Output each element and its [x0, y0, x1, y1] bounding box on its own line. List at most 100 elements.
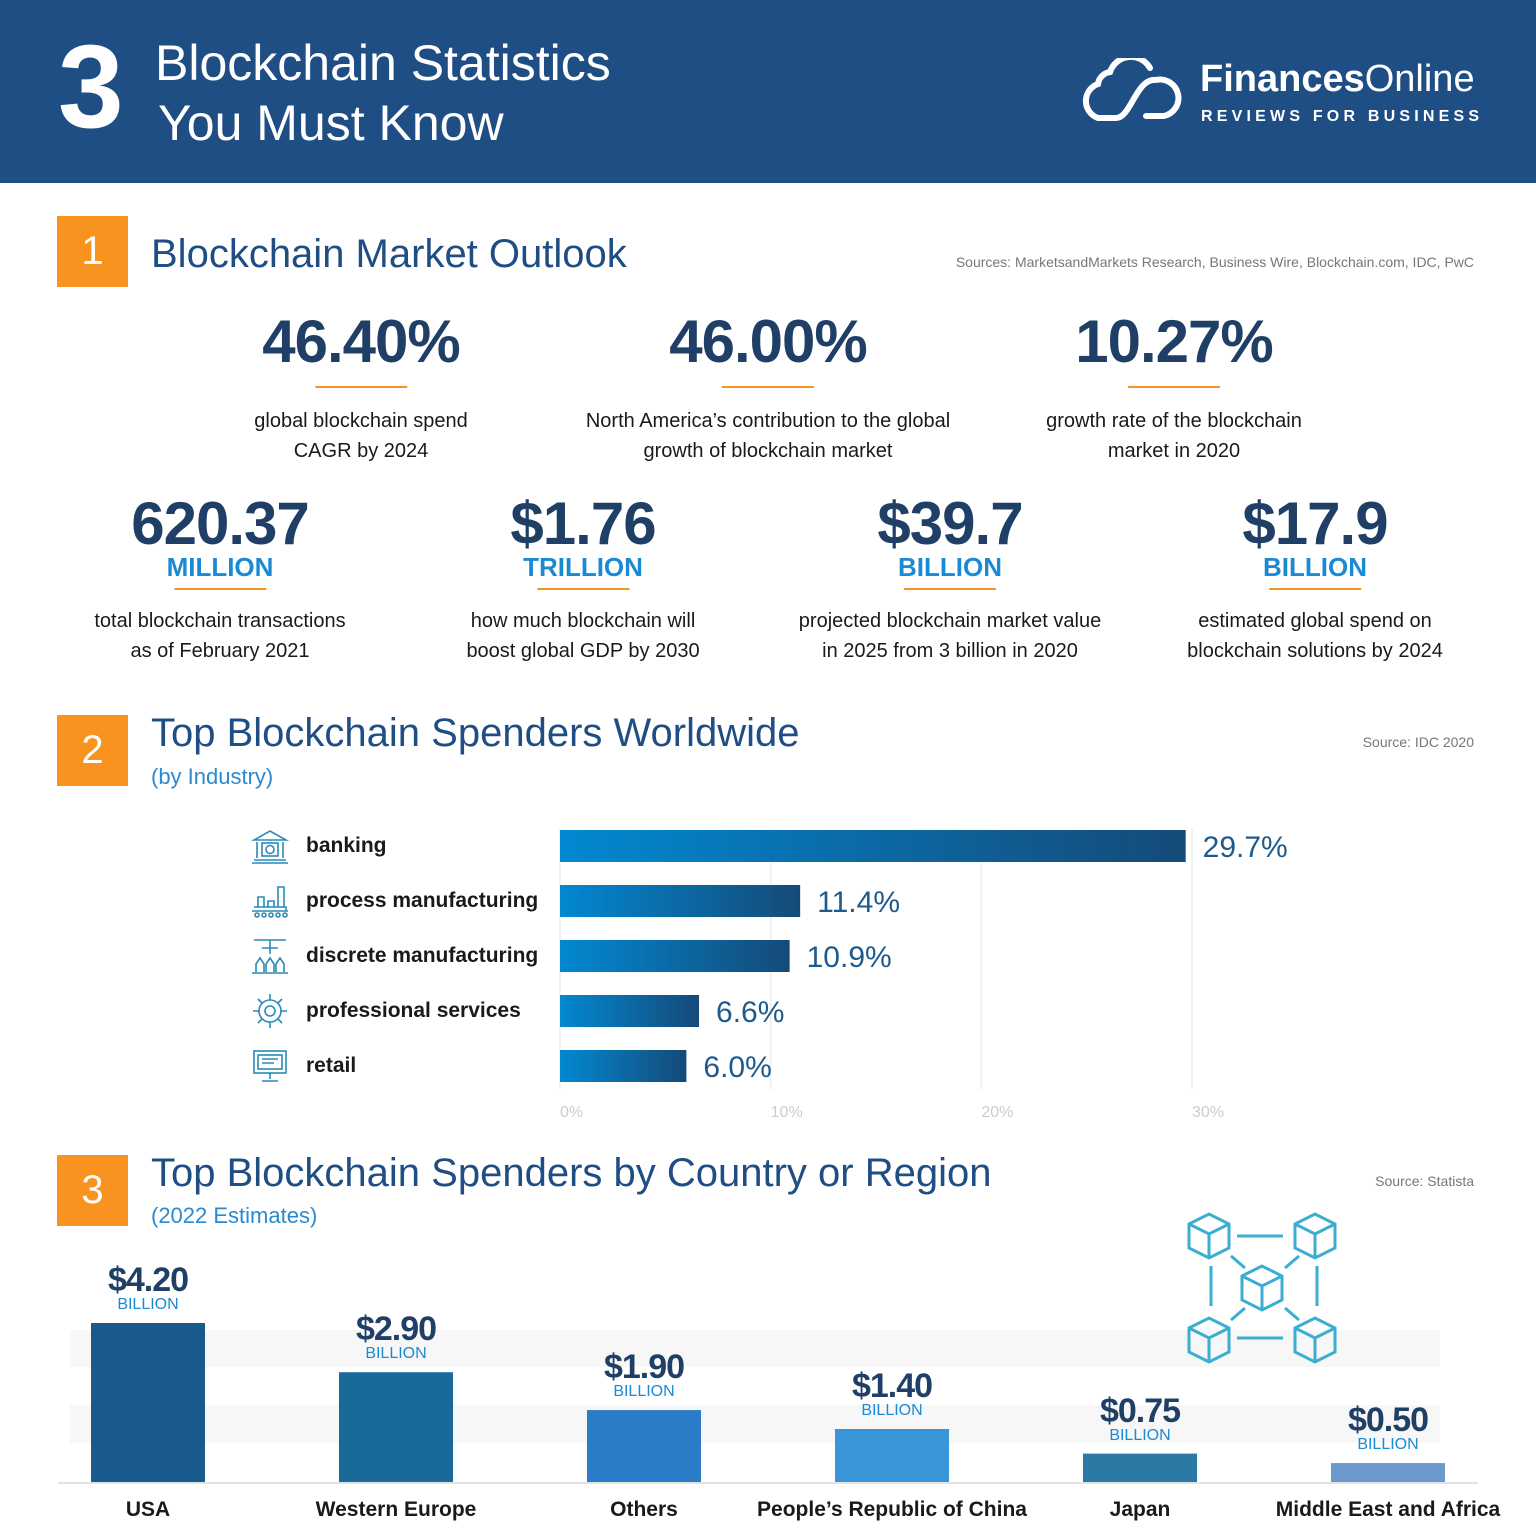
stat-card: 10.27% growth rate of the blockchain mar…	[1046, 312, 1302, 466]
category-label: People’s Republic of China	[757, 1498, 1027, 1521]
stat-value: 620.37	[131, 490, 310, 557]
robotic-arm-icon	[252, 939, 288, 974]
unit-label: BILLION	[861, 1402, 923, 1419]
category-label: USA	[125, 1498, 171, 1521]
category-label: discrete manufacturing	[306, 944, 539, 967]
stat-unit: TRILLION	[523, 552, 643, 582]
data-label: 29.7%	[1203, 831, 1288, 864]
stat-divider	[537, 588, 629, 590]
bar-process-manufacturing	[560, 885, 801, 917]
data-label: 10.9%	[807, 941, 892, 974]
stat-divider	[722, 386, 814, 388]
category-label: professional services	[306, 999, 521, 1022]
stat-card: 620.37 MILLION total blockchain transacti…	[94, 494, 345, 666]
stat-description: projected blockchain market value	[798, 610, 1102, 632]
stat-description: blockchain solutions by 2024	[1187, 640, 1443, 662]
industry-label: retail	[250, 1046, 356, 1086]
category-label: Western Europe	[315, 1498, 477, 1521]
value-label: $0.50	[1347, 1401, 1429, 1440]
section3-subtitle: (2022 Estimates)	[151, 1203, 318, 1228]
stat-description: total blockchain transactions	[94, 610, 346, 632]
value-label: $1.90	[603, 1348, 685, 1387]
category-label: banking	[306, 834, 387, 857]
computer-monitor-icon	[253, 1050, 287, 1082]
section3-source: Source: Statista	[1375, 1173, 1474, 1189]
category-label: retail	[306, 1054, 357, 1077]
bar-USA	[91, 1323, 205, 1482]
stat-unit: BILLION	[1262, 552, 1367, 582]
value-label: $2.90	[355, 1310, 437, 1349]
stat-description: as of February 2021	[130, 640, 310, 662]
x-tick-label: 30%	[1192, 1104, 1224, 1121]
data-label: $4.20 BILLION	[108, 1263, 189, 1313]
factory-conveyor-icon	[252, 886, 288, 918]
data-label: $2.90 BILLION	[355, 1310, 437, 1363]
bar-Japan	[1083, 1453, 1197, 1482]
header-title-line2: You Must Know	[158, 95, 504, 151]
stat-value: 10.27%	[1075, 308, 1273, 375]
data-label: $1.90 BILLION	[603, 1348, 685, 1401]
data-label: 6.6%	[716, 996, 784, 1029]
section3-badge: 3	[57, 1155, 128, 1226]
industry-label: professional services	[250, 991, 521, 1031]
value-label: $0.75	[1099, 1391, 1181, 1430]
bar-Western-Europe	[339, 1372, 453, 1482]
stat-description: North America’s contribution to the glob…	[585, 410, 951, 432]
category-label: process manufacturing	[306, 889, 539, 912]
stat-value: 46.00%	[669, 308, 868, 375]
stat-value: $1.76	[510, 490, 656, 557]
unit-label: BILLION	[613, 1383, 675, 1401]
bar-discrete-manufacturing	[560, 940, 790, 972]
blockchain-cubes-icon	[1187, 1212, 1337, 1364]
unit-label: BILLION	[365, 1345, 427, 1363]
header-number: 3	[58, 21, 124, 153]
stat-description: growth of blockchain market	[643, 440, 893, 462]
x-tick-label: 20%	[981, 1104, 1013, 1121]
bank-icon	[250, 830, 290, 864]
section1-title: Blockchain Market Outlook	[151, 232, 627, 276]
stat-description: global blockchain spend	[254, 410, 468, 432]
stat-description: boost global GDP by 2030	[466, 640, 700, 662]
stat-value: $39.7	[877, 490, 1023, 557]
section1-badge: 1	[57, 216, 128, 287]
bar-retail	[560, 1050, 687, 1082]
x-tick-label: 10%	[771, 1104, 803, 1121]
bar-Middle-East-and-Africa	[1331, 1463, 1445, 1482]
stat-card: 46.00% North America’s contribution to t…	[586, 312, 950, 466]
value-label: $1.40	[851, 1367, 933, 1405]
x-tick-label: 0%	[560, 1104, 583, 1121]
stat-description: growth rate of the blockchain	[1046, 410, 1302, 432]
brand-tagline: REVIEWS FOR BUSINESS	[1201, 108, 1484, 125]
unit-label: BILLION	[1109, 1426, 1171, 1444]
brand-name: FinancesOnline	[1200, 58, 1475, 100]
section1-source: Sources: MarketsandMarkets Research, Bus…	[955, 254, 1474, 270]
category-label: Others	[610, 1498, 678, 1521]
industry-label: process manufacturing	[250, 881, 538, 921]
stat-unit: MILLION	[166, 552, 274, 582]
section2-subtitle: (by Industry)	[151, 764, 274, 789]
stat-description: market in 2020	[1107, 440, 1241, 462]
gear-tools-icon	[253, 994, 287, 1028]
stat-description: CAGR by 2024	[293, 440, 429, 462]
data-label: $0.50 BILLION	[1347, 1401, 1429, 1454]
stat-divider	[1268, 588, 1361, 590]
stat-value: 46.40%	[262, 308, 460, 375]
category-label: Japan	[1109, 1498, 1171, 1521]
bar-banking	[560, 830, 1186, 862]
stat-description: estimated global spend on	[1198, 610, 1432, 632]
stat-divider	[903, 588, 996, 590]
data-label: $0.75 BILLION	[1099, 1391, 1181, 1444]
stat-description: how much blockchain will	[470, 610, 696, 632]
data-label: 11.4%	[817, 886, 900, 919]
stat-divider	[315, 386, 407, 388]
industry-label: discrete manufacturing	[250, 936, 538, 976]
unit-label: BILLION	[1357, 1436, 1419, 1454]
data-label: $1.40 BILLION	[851, 1367, 933, 1419]
cloud-logo-icon	[1082, 58, 1182, 121]
section2-title: Top Blockchain Spenders Worldwide	[151, 711, 800, 755]
stat-card: $39.7 BILLION projected blockchain market…	[799, 494, 1101, 666]
bar-professional-services	[560, 995, 700, 1027]
section2-source: Source: IDC 2020	[1362, 734, 1474, 750]
industry-label: banking	[250, 826, 387, 866]
header-banner: 3 Blockchain Statistics You Must Know Fi…	[0, 0, 1536, 183]
